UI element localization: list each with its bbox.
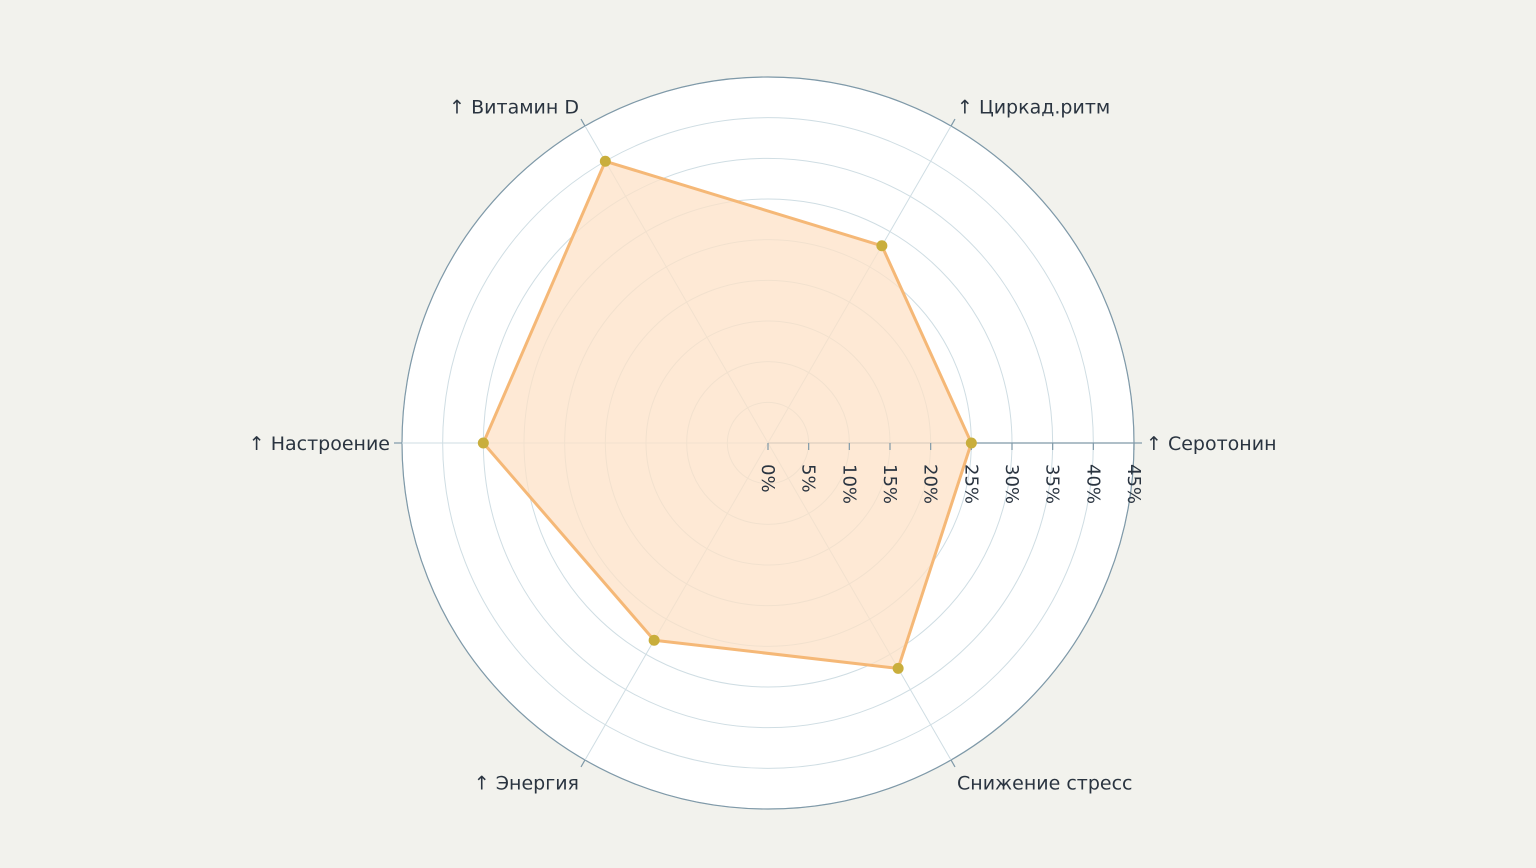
angular-tick-1 xyxy=(950,118,956,127)
data-point-1 xyxy=(876,240,888,252)
angular-tick-2 xyxy=(580,118,586,127)
radial-tick-label-5: 25% xyxy=(960,464,981,504)
category-label-5: Снижение стресс xyxy=(957,772,1133,794)
category-label-0: ↑ Серотонин xyxy=(1146,433,1277,455)
data-point-5 xyxy=(892,662,904,674)
radial-tick-label-1: 5% xyxy=(798,464,819,493)
angular-tick-4 xyxy=(580,759,586,768)
radial-tick-label-7: 35% xyxy=(1042,464,1063,504)
category-label-1: ↑ Циркад.ритм xyxy=(957,97,1110,119)
data-point-0 xyxy=(965,437,977,449)
data-point-4 xyxy=(648,634,660,646)
radial-tick-label-8: 40% xyxy=(1082,464,1103,504)
radial-tick-label-2: 10% xyxy=(838,464,859,504)
radial-tick-label-9: 45% xyxy=(1123,464,1144,504)
radial-tick-label-3: 15% xyxy=(879,464,900,504)
radial-tick-label-0: 0% xyxy=(757,464,778,493)
radial-tick-label-4: 20% xyxy=(920,464,941,504)
category-label-3: ↑ Настроение xyxy=(249,433,390,455)
angular-tick-5 xyxy=(950,759,956,768)
category-label-2: ↑ Витамин D xyxy=(449,97,579,119)
data-point-3 xyxy=(477,437,489,449)
category-label-4: ↑ Энергия xyxy=(474,772,579,794)
data-point-2 xyxy=(599,155,611,167)
radial-tick-label-6: 30% xyxy=(1001,464,1022,504)
